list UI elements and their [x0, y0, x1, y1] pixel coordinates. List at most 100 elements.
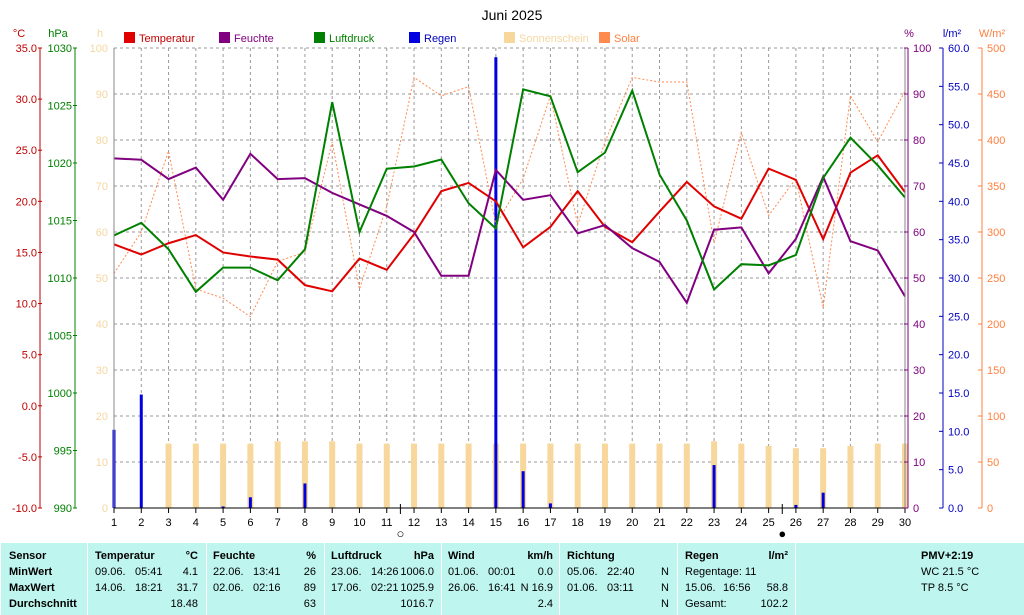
sun-tick-label: 90: [96, 89, 108, 101]
chart-title: Juni 2025: [482, 7, 543, 23]
sunshine-bar: [847, 445, 854, 508]
x-tick-label: 27: [817, 517, 829, 529]
wind-max-date: 26.06.: [448, 582, 479, 594]
temp-tick-label: -10.0: [12, 503, 37, 515]
legend-swatch-sonnenschein: [504, 32, 515, 43]
hum-max-time: 02:16: [253, 582, 281, 594]
sunshine-bar: [601, 443, 608, 508]
press-unit: hPa: [413, 550, 434, 562]
x-tick-label: 20: [626, 517, 638, 529]
x-tick-label: 18: [572, 517, 584, 529]
rain-tick-label: 0.0: [948, 503, 963, 515]
temp-max-time: 18:21: [135, 582, 163, 594]
legend-label-luftdruck: Luftdruck: [329, 33, 375, 45]
sunshine-bar: [683, 443, 690, 508]
stats-rain: Regen l/m² Regentage: 11 15.06. 16:56 58…: [677, 543, 795, 615]
temp-tick-label: -5.0: [18, 452, 37, 464]
x-tick-label: 12: [408, 517, 420, 529]
rain-max-time: 16:56: [723, 582, 751, 594]
solar-tick-label: 200: [987, 319, 1005, 331]
wind-avg: 2.4: [537, 598, 553, 610]
hum-tick-label: 100: [913, 43, 931, 55]
weather-chart: Juni 2025 Temperatur Feuchte Luftdruck Rege…: [12, 7, 1006, 541]
rain-tick-label: 20.0: [948, 350, 969, 362]
stats-temperature: Temperatur °C 09.06. 05:41 4.1 14.06. 18…: [87, 543, 206, 615]
legend-label-feuchte: Feuchte: [234, 33, 274, 45]
x-tick-label: 10: [353, 517, 365, 529]
x-tick-label: 13: [435, 517, 447, 529]
sun-tick-label: 60: [96, 227, 108, 239]
x-tick-label: 22: [681, 517, 693, 529]
temp-tick-label: 20.0: [16, 196, 37, 208]
moon-phase-marker: ●: [778, 526, 786, 541]
rain-tick-label: 40.0: [948, 196, 969, 208]
x-tick-label: 8: [302, 517, 308, 529]
hum-tick-label: 30: [913, 365, 925, 377]
x-tick-label: 19: [599, 517, 611, 529]
feuchte-line: [113, 152, 906, 306]
wind-min-time: 00:01: [488, 566, 516, 578]
sunshine-bar: [383, 443, 390, 508]
x-tick-label: 6: [247, 517, 253, 529]
sunshine-bar: [738, 443, 745, 508]
temp-tick-label: 15.0: [16, 247, 37, 259]
temperatur-line: [113, 153, 906, 293]
sunshine-bar: [301, 441, 308, 508]
hum-tick-label: 0: [913, 503, 919, 515]
rain-bar: [139, 394, 143, 508]
dir-header: Richtung: [567, 550, 615, 562]
temp-tick-label: 5.0: [22, 350, 37, 362]
sunshine-bar: [574, 443, 581, 508]
wind-unit: km/h: [527, 550, 553, 562]
rain-bar: [494, 57, 498, 508]
rain-header: Regen: [685, 550, 719, 562]
sunshine-bar: [247, 443, 254, 508]
windchill-value: WC 21.5 °C: [921, 566, 980, 578]
sunshine-bar: [820, 448, 827, 508]
row-label-max: MaxWert: [9, 582, 55, 594]
press-tick-label: 1000: [48, 388, 72, 400]
rain-bar: [303, 483, 307, 508]
sunshine-bar: [465, 443, 472, 508]
luftdruck-line: [113, 87, 906, 294]
legend-label-temperatur: Temperatur: [139, 33, 195, 45]
hum-tick-label: 20: [913, 411, 925, 423]
hum-tick-label: 70: [913, 181, 925, 193]
sun-tick-label: 80: [96, 135, 108, 147]
press-max-date: 17.06.: [331, 582, 362, 594]
legend-label-sonnenschein: Sonnenschein: [519, 33, 589, 45]
x-tick-label: 25: [762, 517, 774, 529]
stats-pmv: PMV+2:19 WC 21.5 °C TP 8.5 °C: [795, 543, 1024, 615]
solar-tick-label: 500: [987, 43, 1005, 55]
sunshine-bar: [547, 443, 554, 508]
rain-bar: [794, 504, 798, 508]
dir-min: N: [661, 566, 669, 578]
rain-total-label: Gesamt:: [685, 598, 727, 610]
sun-tick-label: 100: [90, 43, 108, 55]
temp-axis-unit: °C: [13, 28, 25, 40]
sunshine-bar: [165, 443, 172, 508]
solar-tick-label: 150: [987, 365, 1005, 377]
solar-axis-unit: W/m²: [979, 28, 1006, 40]
rain-tick-label: 45.0: [948, 158, 969, 170]
press-avg: 1016.7: [400, 598, 434, 610]
press-tick-label: 990: [54, 503, 72, 515]
solar-tick-label: 400: [987, 135, 1005, 147]
row-label-avg: Durchschnitt: [9, 598, 77, 610]
legend-swatch-solar: [599, 32, 610, 43]
sun-tick-label: 40: [96, 319, 108, 331]
sunshine-bar: [656, 443, 663, 508]
wind-max: N 16.9: [520, 582, 553, 594]
row-label-sensor: Sensor: [9, 550, 47, 562]
press-min: 1006.0: [400, 566, 434, 578]
x-tick-label: 1: [111, 517, 117, 529]
sunshine-bar: [274, 441, 281, 508]
legend: Temperatur Feuchte Luftdruck Regen Sonnensch…: [124, 32, 640, 45]
pmv-value: PMV+2:19: [921, 550, 974, 562]
hum-avg: 63: [303, 598, 316, 610]
wind-min-date: 01.06.: [448, 566, 479, 578]
press-tick-label: 995: [54, 446, 72, 458]
wind-min: 0.0: [537, 566, 553, 578]
sun-tick-label: 50: [96, 273, 108, 285]
rain-axis-unit: l/m²: [943, 28, 962, 40]
